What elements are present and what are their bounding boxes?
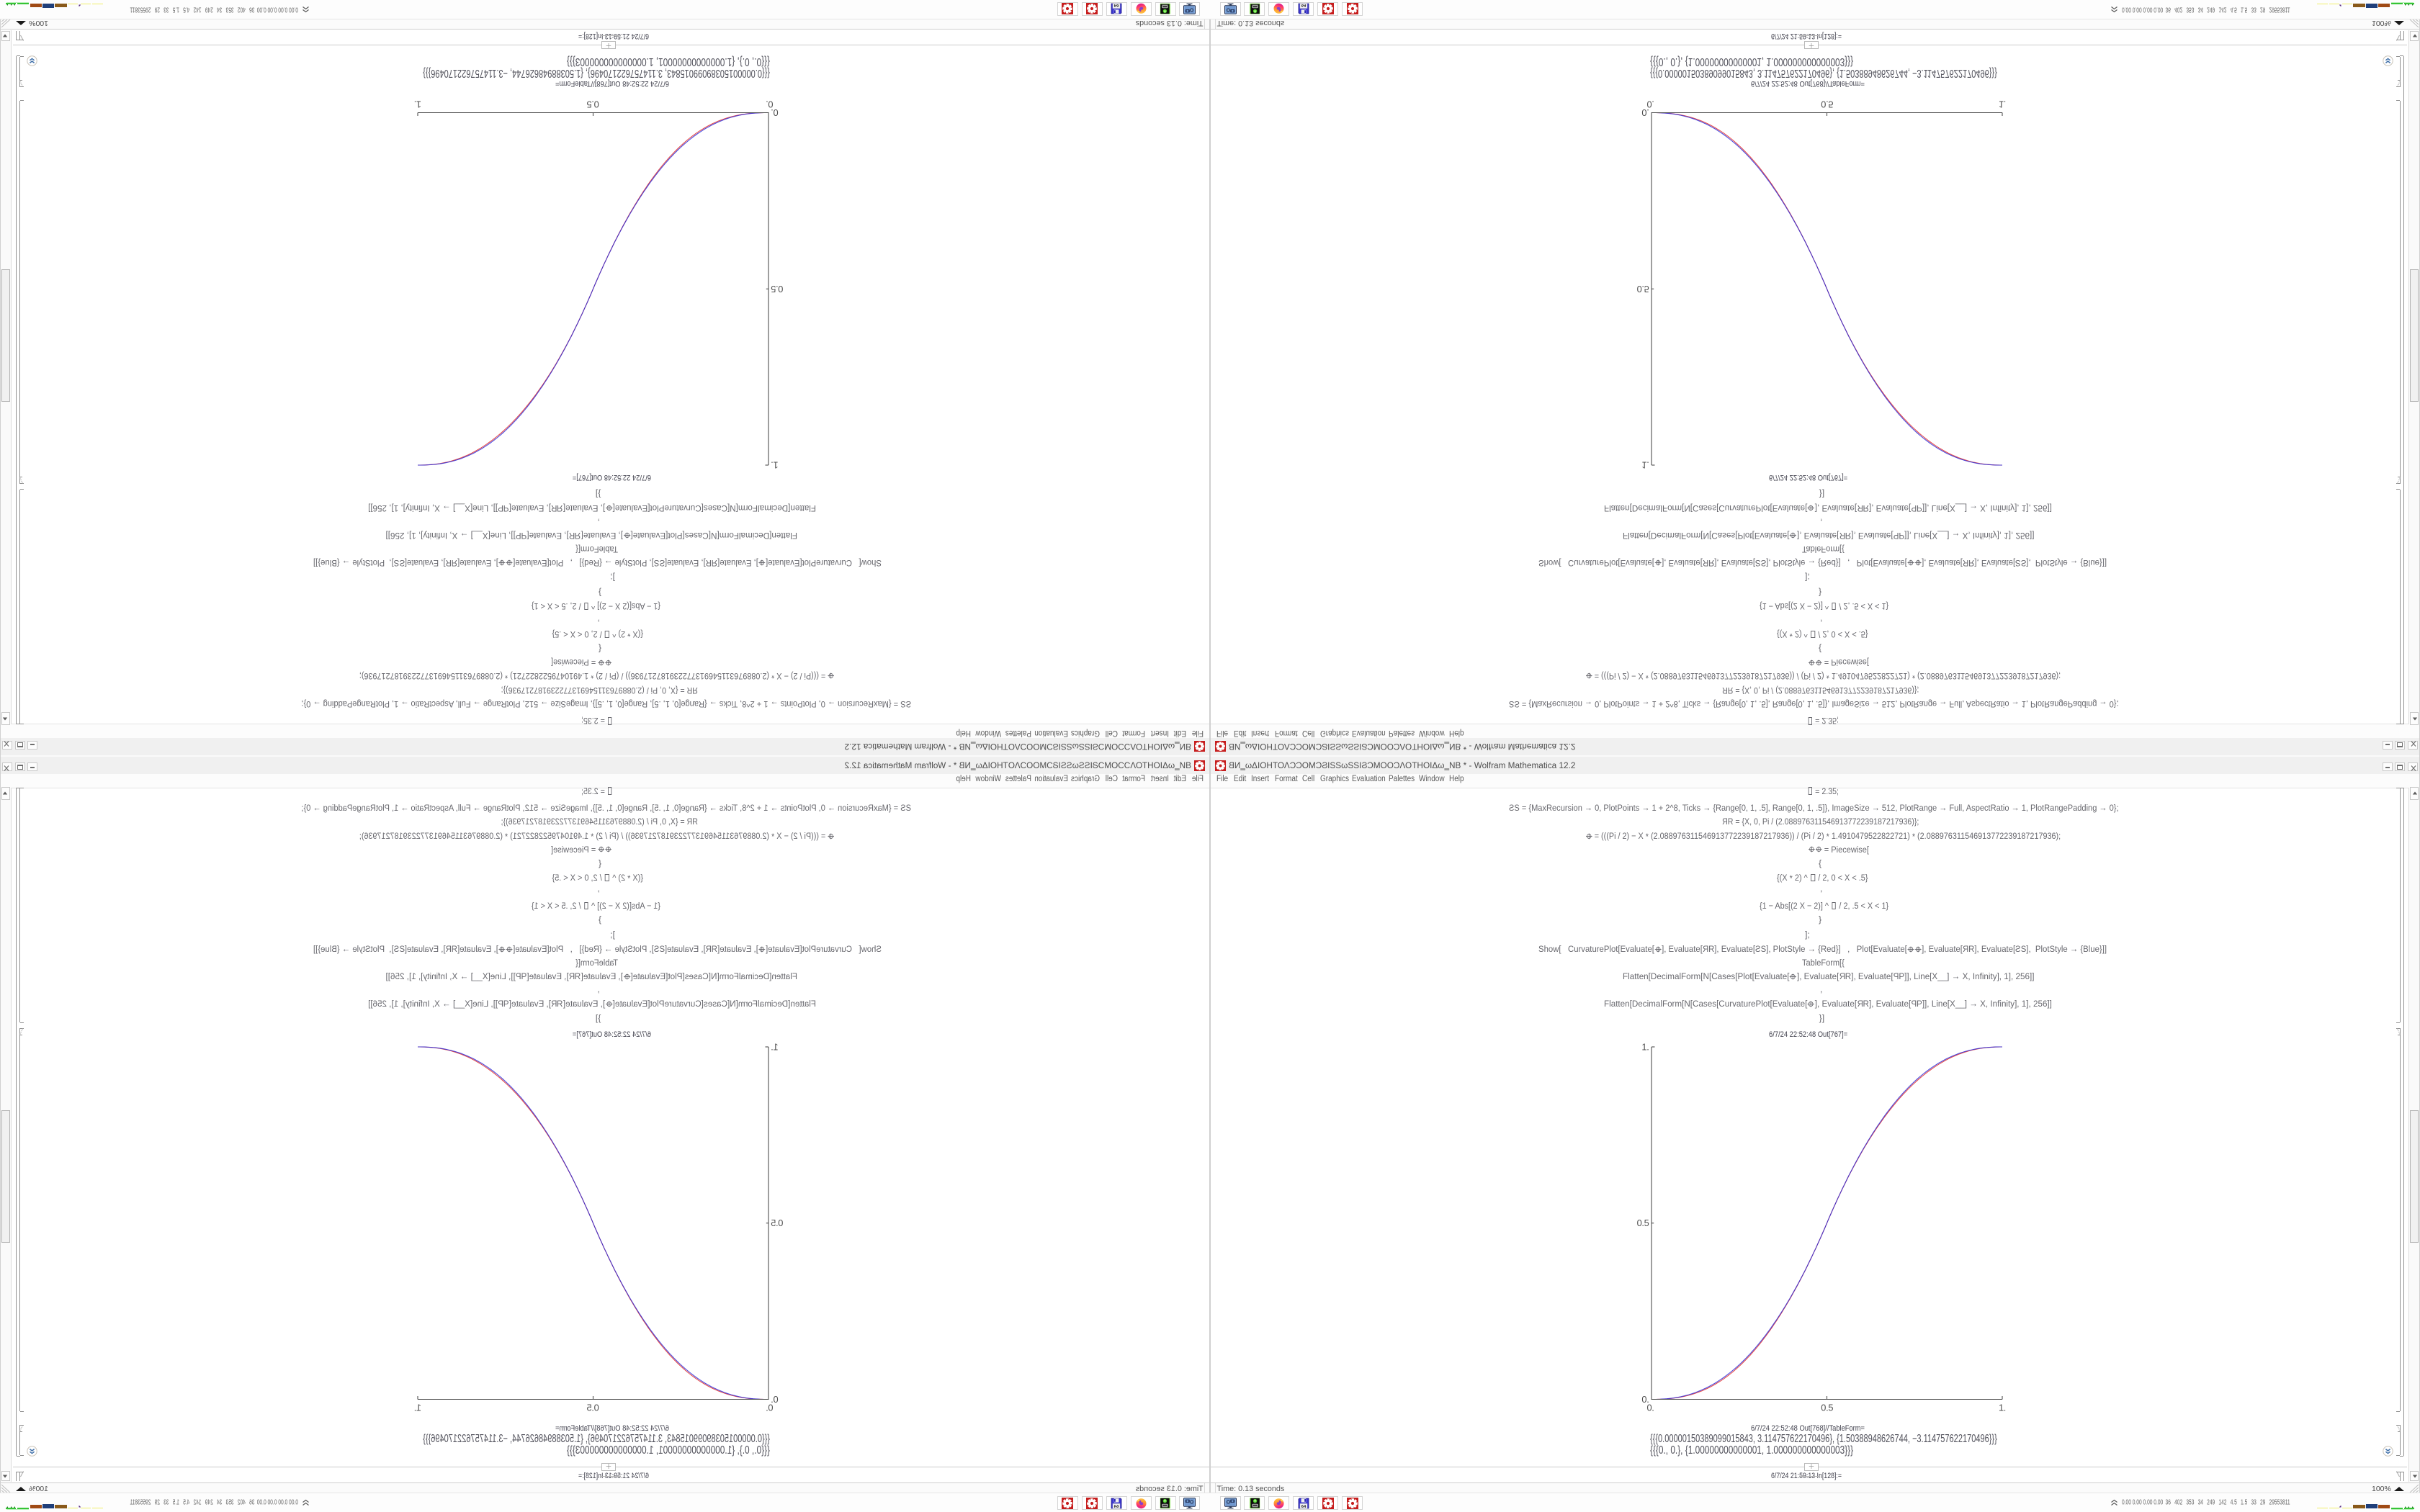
svg-text:0.: 0. [1641, 1394, 1649, 1405]
svg-text:64: 64 [1301, 3, 1306, 7]
svg-text:1.: 1. [771, 460, 779, 471]
svg-text:0.5: 0.5 [1637, 284, 1649, 294]
svg-text:64: 64 [1301, 1505, 1306, 1509]
svg-text:0.: 0. [766, 99, 773, 110]
svg-text:1.: 1. [1999, 99, 2006, 110]
svg-text:0.5: 0.5 [587, 1403, 599, 1413]
svg-text:1.: 1. [414, 1403, 421, 1413]
svg-text:64: 64 [1113, 3, 1119, 7]
svg-text:0.: 0. [1641, 107, 1649, 118]
svg-text:1.: 1. [1641, 1042, 1649, 1053]
svg-text:1.: 1. [771, 1042, 779, 1053]
svg-text:0.5: 0.5 [771, 1218, 783, 1228]
svg-text:0.: 0. [1646, 1403, 1654, 1413]
svg-text:0.5: 0.5 [1637, 1218, 1649, 1228]
svg-text:0.: 0. [771, 107, 779, 118]
svg-text:0.: 0. [771, 1394, 779, 1405]
svg-text:0.5: 0.5 [587, 99, 599, 110]
svg-text:1.: 1. [1999, 1403, 2006, 1413]
svg-text:1.: 1. [1641, 460, 1649, 471]
svg-text:0.5: 0.5 [771, 284, 783, 294]
svg-text:1.: 1. [414, 99, 421, 110]
svg-text:0.: 0. [1646, 99, 1654, 110]
svg-text:0.: 0. [766, 1403, 773, 1413]
svg-text:64: 64 [1113, 1505, 1119, 1509]
svg-text:0.5: 0.5 [1821, 99, 1833, 110]
svg-text:0.5: 0.5 [1821, 1403, 1833, 1413]
